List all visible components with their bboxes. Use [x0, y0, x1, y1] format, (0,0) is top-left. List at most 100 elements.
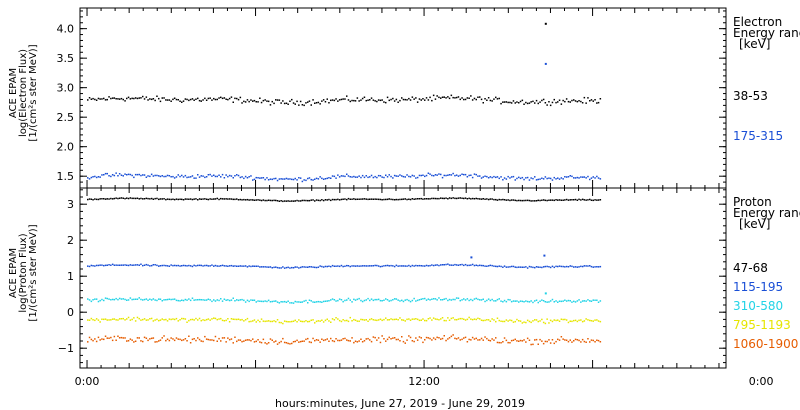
data-point: [182, 317, 185, 320]
data-point: [498, 198, 500, 201]
data-point: [165, 299, 167, 301]
data-point: [425, 264, 428, 267]
data-point: [193, 177, 195, 179]
data-point: [351, 176, 353, 178]
data-point: [232, 177, 234, 179]
data-point: [574, 301, 577, 303]
data-point: [386, 299, 389, 301]
data-point: [539, 338, 541, 341]
data-point: [353, 265, 355, 267]
data-point: [551, 179, 554, 181]
data-point: [562, 300, 564, 302]
data-point: [239, 299, 242, 301]
data-point: [487, 298, 490, 300]
data-point: [292, 200, 295, 202]
data-point: [489, 264, 492, 267]
data-point: [255, 301, 257, 303]
data-point: [496, 199, 499, 201]
data-point: [299, 200, 302, 202]
data-point: [383, 299, 385, 301]
data-point: [583, 300, 586, 302]
data-point: [220, 340, 222, 342]
data-point: [530, 321, 532, 324]
data-point: [489, 198, 492, 200]
data-point: [228, 97, 231, 100]
y-tick-label: 4.0: [57, 23, 75, 36]
data-point: [330, 337, 332, 340]
data-point: [541, 177, 543, 179]
data-point: [565, 198, 568, 201]
data-point: [244, 339, 247, 341]
data-point: [198, 99, 201, 102]
data-point: [88, 319, 91, 321]
data-point: [347, 297, 350, 300]
data-point: [413, 98, 415, 100]
data-point: [255, 265, 257, 267]
data-point: [285, 266, 288, 269]
data-point: [225, 265, 227, 267]
data-point: [113, 335, 116, 338]
data-point: [585, 265, 587, 267]
data-point: [505, 266, 508, 268]
data-point: [482, 176, 484, 178]
data-point: [470, 198, 472, 200]
data-point: [415, 300, 417, 302]
data-point: [337, 265, 339, 267]
data-point: [225, 341, 227, 343]
data-point: [425, 198, 428, 200]
data-point: [415, 97, 417, 99]
data-point: [532, 343, 534, 346]
data-point: [415, 264, 417, 267]
data-point: [159, 319, 162, 321]
data-point: [150, 264, 153, 267]
data-point: [447, 174, 449, 176]
data-point: [528, 199, 531, 202]
data-point: [186, 340, 188, 342]
data-point: [298, 301, 300, 303]
data-point: [127, 299, 130, 301]
data-point: [177, 338, 179, 340]
data-point: [317, 320, 320, 322]
data-point: [548, 177, 550, 179]
legend-entry: 38-53: [733, 89, 768, 103]
data-point: [562, 99, 564, 102]
data-point: [228, 198, 231, 200]
data-point: [461, 299, 463, 301]
data-point: [596, 266, 598, 268]
data-point: [411, 198, 414, 200]
data-point: [363, 198, 366, 200]
data-point: [299, 100, 302, 103]
data-point: [156, 299, 158, 302]
data-point: [181, 299, 183, 301]
data-point: [106, 297, 108, 300]
data-point: [519, 100, 522, 103]
data-point: [264, 266, 266, 268]
data-point: [294, 266, 296, 268]
data-point: [509, 299, 511, 301]
data-point: [395, 198, 398, 201]
data-point: [342, 98, 344, 100]
data-point: [402, 300, 405, 303]
data-point: [186, 198, 188, 200]
data-point: [158, 340, 160, 342]
data-point: [111, 174, 114, 176]
data-point: [365, 99, 367, 102]
data-point: [285, 200, 288, 202]
data-point: [358, 175, 360, 177]
data-point: [431, 319, 433, 321]
data-point: [262, 99, 265, 102]
data-point: [585, 318, 587, 320]
data-point: [227, 299, 229, 301]
data-point: [571, 199, 573, 201]
data-point: [214, 98, 217, 101]
data-point: [147, 264, 149, 266]
data-point: [191, 265, 194, 268]
data-point: [535, 299, 538, 301]
data-point: [285, 301, 288, 303]
data-point: [388, 300, 390, 302]
data-point: [487, 97, 490, 99]
data-point: [143, 98, 146, 100]
data-point: [487, 319, 490, 321]
data-point: [296, 100, 298, 103]
data-point: [590, 177, 593, 179]
